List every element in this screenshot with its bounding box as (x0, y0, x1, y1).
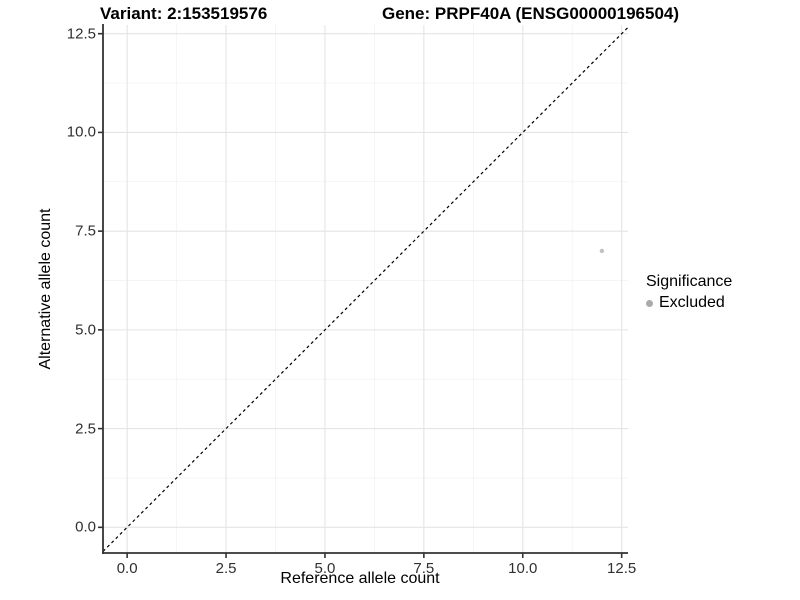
legend-title: Significance (646, 273, 733, 290)
y-tick-label: 5.0 (75, 321, 96, 339)
x-tick-label: 5.0 (314, 560, 336, 577)
legend-item-label: Excluded (659, 294, 725, 311)
x-tick-label: 0.0 (116, 560, 138, 577)
y-tick-label: 2.5 (75, 420, 96, 438)
legend-item-excluded: Excluded (646, 294, 732, 312)
plot-title-variant: Variant: 2:153519576 (100, 4, 268, 23)
legend-point-icon (646, 299, 653, 307)
y-tick-label: 7.5 (75, 222, 96, 240)
y-tick-label: 12.5 (66, 25, 96, 43)
y-axis-title: Alternative allele count (37, 208, 54, 370)
x-axis-title: Reference allele count (280, 570, 440, 587)
x-tick-label: 7.5 (413, 560, 435, 577)
x-tick-label: 12.5 (607, 560, 637, 577)
x-tick-label: 2.5 (215, 560, 237, 577)
legend: Significance Excluded (646, 273, 732, 312)
plot-title-gene: Gene: PRPF40A (ENSG00000196504) (382, 4, 680, 23)
data-point (599, 248, 605, 254)
x-tick-label: 10.0 (508, 560, 538, 577)
y-tick-label: 0.0 (75, 518, 96, 536)
y-tick-label: 10.0 (66, 123, 96, 141)
identity-line (102, 26, 629, 552)
